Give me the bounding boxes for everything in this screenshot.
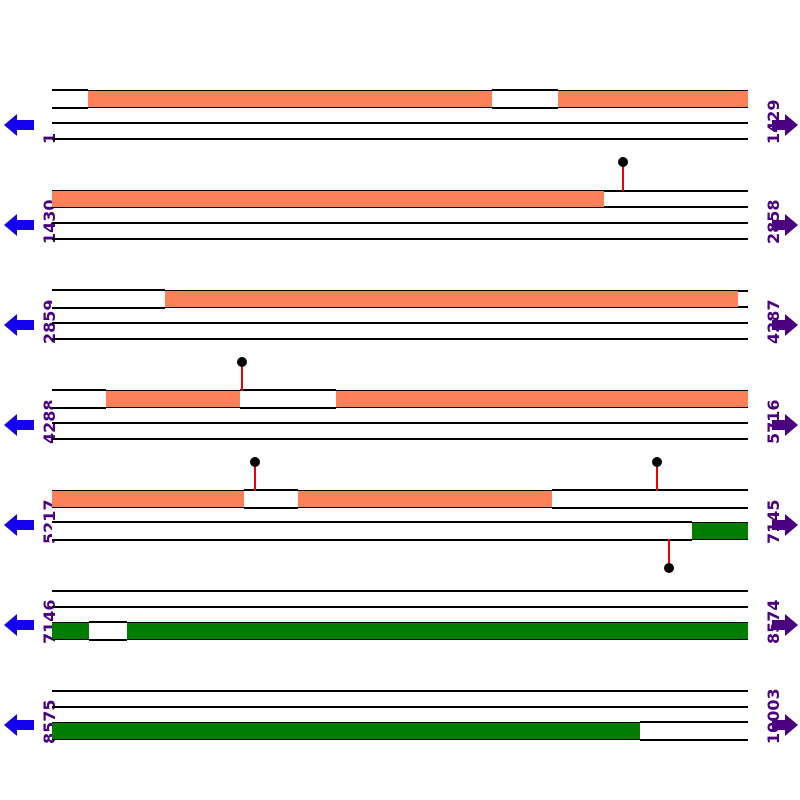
frame-baseline [52,438,748,440]
reverse-reading-frame-track [52,521,748,573]
forward-reading-frame-track [52,590,748,608]
sequence-row: 7146 8574 [0,578,800,678]
arrow-right-icon[interactable] [772,214,798,236]
end-coordinate-label: 5716 [764,399,783,444]
forward-orf-segment[interactable] [298,491,552,507]
reverse-reading-frame-track [52,422,748,440]
frame-baseline [52,590,748,592]
frame-baseline [52,322,748,324]
reverse-reading-frame-track [52,322,748,340]
frame-baseline [52,338,748,340]
arrow-left-icon[interactable] [4,614,34,636]
orf-gap-segment[interactable] [89,621,127,641]
arrow-right-icon[interactable] [772,314,798,336]
frame-baseline [52,638,748,640]
arrow-right-icon[interactable] [772,514,798,536]
orf-gap-segment[interactable] [52,521,692,541]
forward-reading-frame-track [52,289,748,309]
frame-baseline [52,690,748,692]
frame-baseline [52,406,748,408]
end-coordinate-label: 10003 [764,688,783,744]
forward-orf-segment[interactable] [165,291,738,307]
orf-gap-segment[interactable] [52,89,88,109]
reverse-orf-segment[interactable] [127,623,748,639]
sequence-row: 4288 5716 [0,357,800,478]
reverse-orf-segment[interactable] [52,723,640,739]
frame-baseline [52,506,748,508]
reverse-orf-segment[interactable] [52,623,89,639]
arrow-right-icon[interactable] [772,414,798,436]
feature-lollipop-marker[interactable] [652,457,662,491]
arrow-right-icon[interactable] [772,114,798,136]
forward-orf-segment[interactable] [106,391,240,407]
orf-gap-segment[interactable] [240,389,336,409]
forward-orf-segment[interactable] [336,391,748,407]
frame-baseline [52,206,748,208]
arrow-left-icon[interactable] [4,514,34,536]
sequence-row: 8575 10003 [0,678,800,778]
forward-reading-frame-track [52,89,748,109]
orf-gap-segment[interactable] [552,489,748,509]
forward-orf-segment[interactable] [52,191,604,207]
reverse-reading-frame-track [52,621,748,641]
frame-baseline [52,106,748,108]
lollipop-dot-icon [664,563,674,573]
arrow-left-icon[interactable] [4,714,34,736]
end-coordinate-label: 4287 [764,299,783,344]
orf-gap-segment[interactable] [52,289,165,309]
end-coordinate-label: 2858 [764,199,783,244]
reverse-reading-frame-track [52,222,748,240]
feature-lollipop-marker[interactable] [618,157,628,191]
end-coordinate-label: 1429 [764,99,783,144]
sequence-row: 1 1429 [0,78,800,178]
forward-reading-frame-track [52,690,748,708]
frame-baseline [52,222,748,224]
forward-orf-segment[interactable] [558,91,748,107]
frame-baseline [52,706,748,708]
frame-baseline [52,306,748,308]
arrow-left-icon[interactable] [4,414,34,436]
orf-gap-segment[interactable] [52,389,106,409]
frame-baseline [52,122,748,124]
lollipop-dot-icon [618,157,628,167]
feature-lollipop-marker[interactable] [237,357,247,391]
feature-lollipop-marker[interactable] [664,539,674,573]
arrow-left-icon[interactable] [4,214,34,236]
frame-baseline [52,738,748,740]
reverse-reading-frame-track [52,122,748,140]
feature-lollipop-marker[interactable] [250,457,260,491]
orf-gap-segment[interactable] [244,489,298,509]
forward-reading-frame-track [52,357,748,409]
arrow-left-icon[interactable] [4,114,34,136]
reverse-orf-segment[interactable] [692,523,748,539]
forward-reading-frame-track [52,157,748,208]
lollipop-dot-icon [250,457,260,467]
sequence-row: 5217 7145 [0,457,800,578]
frame-baseline [52,422,748,424]
sequence-row: 2859 4287 [0,278,800,378]
forward-orf-segment[interactable] [52,491,244,507]
lollipop-dot-icon [652,457,662,467]
orf-gap-segment[interactable] [492,89,558,109]
frame-baseline [52,238,748,240]
orf-gap-segment[interactable] [640,721,748,741]
forward-reading-frame-track [52,457,748,509]
sequence-row: 1430 2858 [0,157,800,278]
lollipop-dot-icon [237,357,247,367]
arrow-left-icon[interactable] [4,314,34,336]
frame-baseline [52,606,748,608]
arrow-right-icon[interactable] [772,714,798,736]
forward-orf-segment[interactable] [88,91,492,107]
end-coordinate-label: 7145 [764,499,783,544]
reverse-reading-frame-track [52,721,748,741]
frame-baseline [52,138,748,140]
end-coordinate-label: 8574 [764,599,783,644]
arrow-right-icon[interactable] [772,614,798,636]
